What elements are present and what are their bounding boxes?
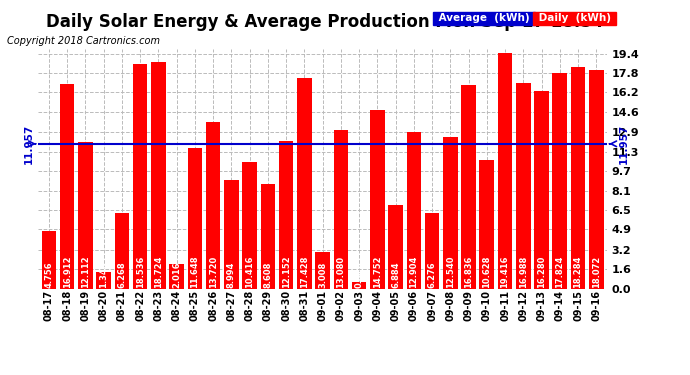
Bar [571,67,585,289]
Bar [151,62,166,289]
Text: Daily Solar Energy & Average Production Mon Sep 17 18:54: Daily Solar Energy & Average Production … [46,13,603,31]
Bar [589,70,604,289]
Bar [480,160,494,289]
Text: 18.536: 18.536 [136,255,145,288]
Text: 6.268: 6.268 [117,261,126,288]
Text: 19.416: 19.416 [500,255,509,288]
Bar [388,205,403,289]
Text: 11.957: 11.957 [619,124,629,164]
Bar [443,137,457,289]
Text: 14.752: 14.752 [373,255,382,288]
Bar [461,85,476,289]
Bar [41,231,56,289]
Text: 18.284: 18.284 [573,255,582,288]
Text: 8.608: 8.608 [264,261,273,288]
Bar [315,252,330,289]
Text: 6.276: 6.276 [428,261,437,288]
Text: 16.988: 16.988 [519,255,528,288]
Text: 12.112: 12.112 [81,255,90,288]
Bar [188,147,202,289]
Bar [534,92,549,289]
Bar [224,180,239,289]
Text: 8.994: 8.994 [227,261,236,288]
Bar [425,213,440,289]
Text: 0.572: 0.572 [355,261,364,288]
Bar [97,272,111,289]
Text: 18.072: 18.072 [592,255,601,288]
Bar [60,84,75,289]
Text: Copyright 2018 Cartronics.com: Copyright 2018 Cartronics.com [7,36,160,46]
Text: 1.348: 1.348 [99,261,108,288]
Text: 17.824: 17.824 [555,255,564,288]
Bar [206,123,220,289]
Text: 13.080: 13.080 [336,255,345,288]
Text: 16.280: 16.280 [537,255,546,288]
Bar [553,73,567,289]
Text: 6.884: 6.884 [391,261,400,288]
Text: 11.648: 11.648 [190,255,199,288]
Text: Daily  (kWh): Daily (kWh) [535,13,614,23]
Bar [406,132,421,289]
Bar [297,78,312,289]
Bar [78,142,92,289]
Bar [370,110,384,289]
Bar [132,64,148,289]
Text: 4.756: 4.756 [44,261,53,288]
Text: 16.836: 16.836 [464,255,473,288]
Text: 12.152: 12.152 [282,255,290,288]
Bar [279,141,293,289]
Bar [333,130,348,289]
Text: 12.904: 12.904 [409,255,418,288]
Bar [242,162,257,289]
Text: 17.428: 17.428 [300,255,309,288]
Text: 18.724: 18.724 [154,255,163,288]
Bar [516,83,531,289]
Text: 13.720: 13.720 [208,255,217,288]
Text: 16.912: 16.912 [63,255,72,288]
Text: Average  (kWh): Average (kWh) [435,13,533,23]
Text: 3.008: 3.008 [318,261,327,288]
Text: 11.957: 11.957 [24,124,34,164]
Bar [169,264,184,289]
Text: 12.540: 12.540 [446,255,455,288]
Bar [497,53,512,289]
Bar [115,213,129,289]
Text: 10.416: 10.416 [245,255,254,288]
Bar [261,184,275,289]
Text: 10.628: 10.628 [482,255,491,288]
Text: 2.016: 2.016 [172,261,181,288]
Bar [352,282,366,289]
